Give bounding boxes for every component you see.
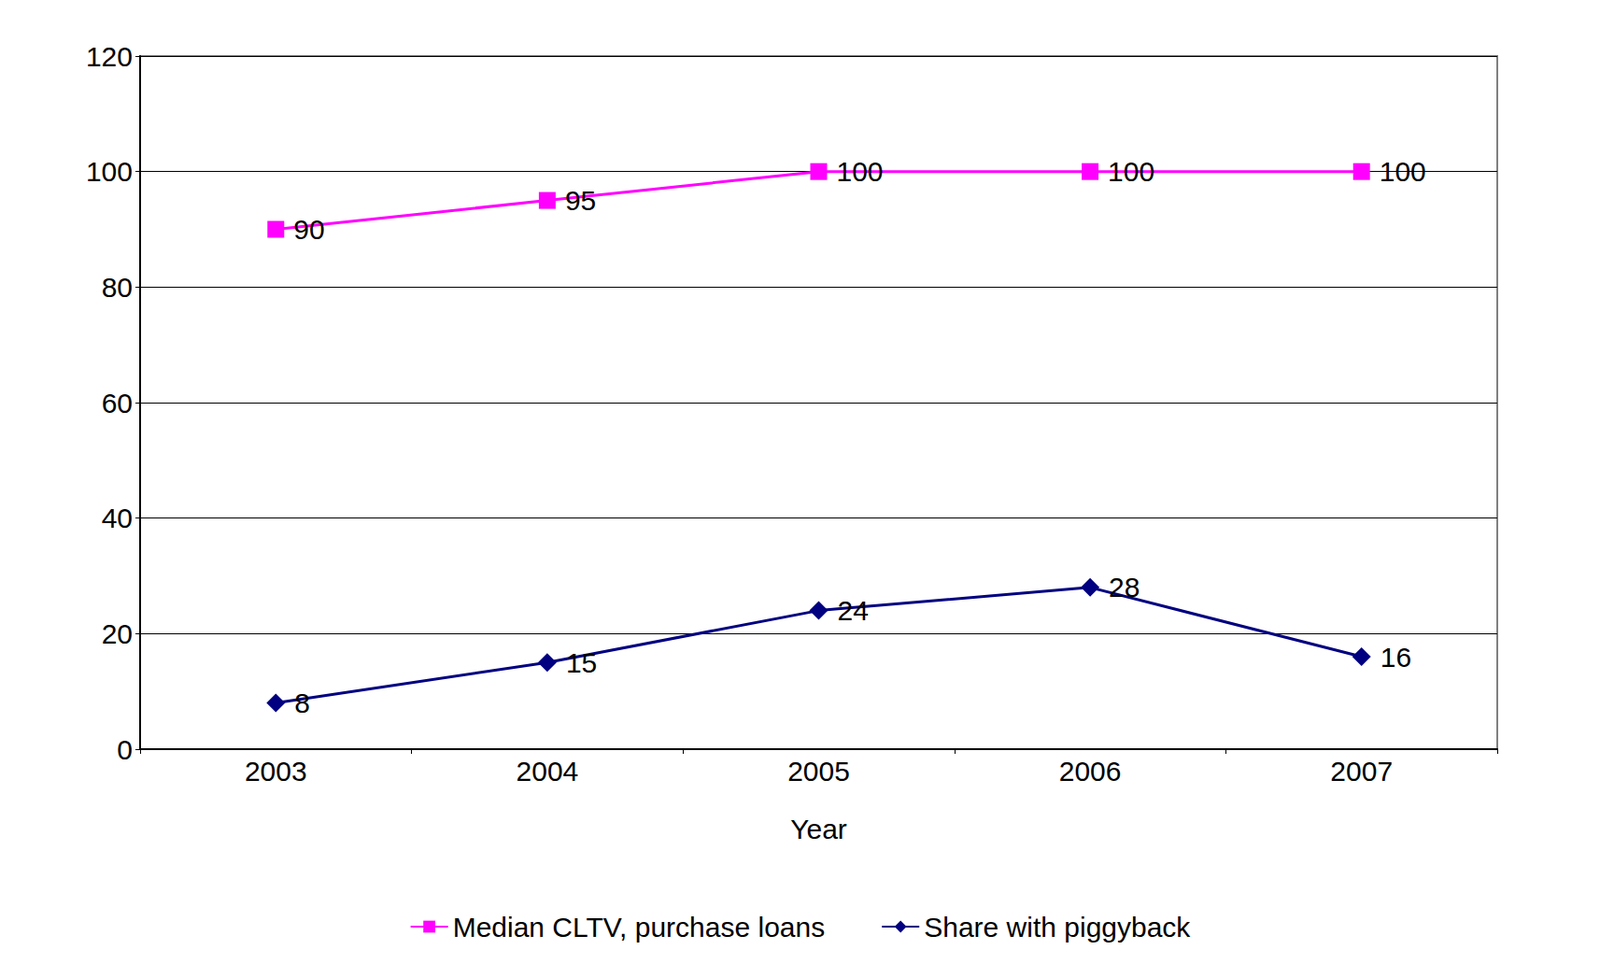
svg-text:100: 100 bbox=[1107, 155, 1155, 187]
svg-text:95: 95 bbox=[565, 184, 596, 216]
svg-text:15: 15 bbox=[566, 647, 597, 679]
svg-text:100: 100 bbox=[836, 155, 884, 187]
svg-text:Median CLTV, purchase loans: Median CLTV, purchase loans bbox=[453, 911, 826, 943]
svg-text:2004: 2004 bbox=[516, 755, 580, 787]
svg-text:100: 100 bbox=[1379, 155, 1427, 187]
svg-text:20: 20 bbox=[101, 618, 133, 650]
svg-text:0: 0 bbox=[116, 734, 133, 765]
svg-text:60: 60 bbox=[101, 387, 133, 419]
svg-text:28: 28 bbox=[1108, 571, 1140, 603]
svg-text:100: 100 bbox=[85, 155, 133, 187]
svg-text:80: 80 bbox=[101, 271, 133, 303]
svg-text:120: 120 bbox=[85, 41, 133, 72]
svg-text:24: 24 bbox=[837, 594, 869, 626]
svg-text:2006: 2006 bbox=[1059, 755, 1122, 787]
svg-text:Year: Year bbox=[790, 813, 848, 845]
svg-text:2007: 2007 bbox=[1330, 755, 1393, 787]
svg-text:2003: 2003 bbox=[244, 755, 308, 787]
svg-text:8: 8 bbox=[294, 687, 311, 719]
svg-text:90: 90 bbox=[293, 213, 325, 245]
svg-text:2005: 2005 bbox=[787, 755, 850, 787]
svg-text:Share with piggyback: Share with piggyback bbox=[923, 911, 1191, 943]
svg-text:16: 16 bbox=[1380, 641, 1412, 673]
svg-text:40: 40 bbox=[101, 502, 133, 534]
